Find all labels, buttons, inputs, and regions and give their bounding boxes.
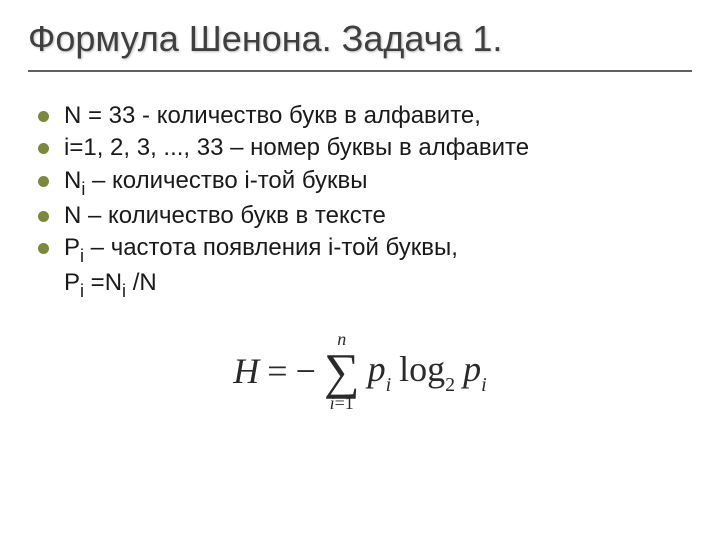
formula-term: pi bbox=[368, 348, 392, 395]
subscript: i bbox=[122, 281, 126, 301]
bullet-text: i=1, 2, 3, ..., 33 – номер буквы в алфав… bbox=[64, 134, 529, 161]
list-item: N = 33 - количество букв в алфавите, bbox=[34, 100, 692, 132]
bullet-text: /N bbox=[126, 269, 157, 296]
prob-var: p bbox=[463, 349, 481, 389]
formula-lhs: H bbox=[233, 350, 259, 392]
prob-var: p bbox=[368, 349, 386, 389]
shannon-entropy-formula: H = − n ∑ i=1 pi log2 pi bbox=[233, 330, 486, 412]
list-item: Pi – частота появления i-той буквы, bbox=[34, 232, 692, 267]
list-item: Ni – количество i-той буквы bbox=[34, 165, 692, 200]
bullet-text: N – количество букв в тексте bbox=[64, 202, 386, 229]
bullet-text: N bbox=[64, 167, 81, 194]
subscript: i bbox=[80, 246, 84, 266]
equals-sign: = bbox=[267, 350, 287, 392]
title-underline bbox=[28, 70, 692, 72]
formula-term: pi bbox=[463, 348, 487, 395]
bullet-text: – количество i-той буквы bbox=[85, 167, 367, 194]
list-item: Pi =Ni /N bbox=[34, 267, 692, 302]
subscript: i bbox=[481, 374, 487, 396]
sigma-icon: ∑ bbox=[324, 346, 360, 396]
sum-lower-limit: i=1 bbox=[330, 394, 354, 412]
bullet-list: N = 33 - количество букв в алфавите, i=1… bbox=[28, 100, 692, 302]
bullet-text: N = 33 - количество букв в алфавите, bbox=[64, 102, 481, 129]
bullet-text: P bbox=[64, 269, 80, 296]
subscript: i bbox=[386, 374, 392, 396]
list-item: N – количество букв в тексте bbox=[34, 200, 692, 232]
subscript: i bbox=[81, 179, 85, 199]
slide-title: Формула Шенона. Задача 1. bbox=[28, 18, 692, 60]
slide: Формула Шенона. Задача 1. N = 33 - колич… bbox=[0, 0, 720, 540]
formula-container: H = − n ∑ i=1 pi log2 pi bbox=[28, 330, 692, 412]
subscript: i bbox=[80, 281, 84, 301]
bullet-text: – частота появления i-той буквы, bbox=[84, 234, 458, 261]
list-item: i=1, 2, 3, ..., 33 – номер буквы в алфав… bbox=[34, 132, 692, 164]
bullet-text: P bbox=[64, 234, 80, 261]
log-text: log bbox=[399, 349, 445, 389]
bullet-text: =N bbox=[84, 269, 122, 296]
sum-index-start: =1 bbox=[335, 393, 354, 413]
minus-sign: − bbox=[296, 350, 316, 392]
summation: n ∑ i=1 bbox=[324, 330, 360, 412]
log-function: log2 bbox=[399, 348, 455, 395]
log-base: 2 bbox=[445, 374, 455, 396]
